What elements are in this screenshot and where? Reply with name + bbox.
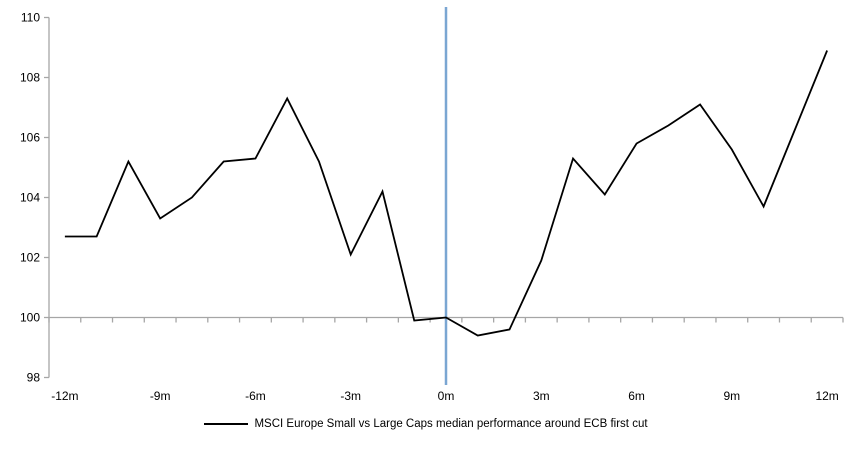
- x-tick-label: 12m: [815, 389, 838, 403]
- y-tick-label: 104: [20, 191, 40, 205]
- y-tick-label: 98: [27, 371, 41, 385]
- x-tick-label: 0m: [438, 389, 455, 403]
- x-tick-label: 9m: [724, 389, 741, 403]
- legend: MSCI Europe Small vs Large Caps median p…: [0, 418, 852, 430]
- y-tick-label: 100: [20, 311, 40, 325]
- legend-label: MSCI Europe Small vs Large Caps median p…: [254, 418, 648, 430]
- y-tick-label: 102: [20, 251, 40, 265]
- line-chart-svg: 98 100 102 104 106 108 110 -12m -9m -6m -3m 0m 3m 6m 9…: [20, 7, 844, 403]
- x-tick-label: 3m: [533, 389, 550, 403]
- x-tick-label: 6m: [628, 389, 645, 403]
- series-line: [64, 50, 828, 337]
- y-tick-label: 108: [20, 71, 40, 85]
- x-tick-label: -6m: [245, 389, 266, 403]
- legend-line-sample: [204, 423, 249, 425]
- x-tick-label: -12m: [51, 389, 78, 403]
- y-tick-label: 110: [21, 11, 40, 25]
- x-tick-label: -3m: [340, 389, 361, 403]
- x-tick-label: -9m: [150, 389, 171, 403]
- y-tick-label: 106: [20, 131, 40, 145]
